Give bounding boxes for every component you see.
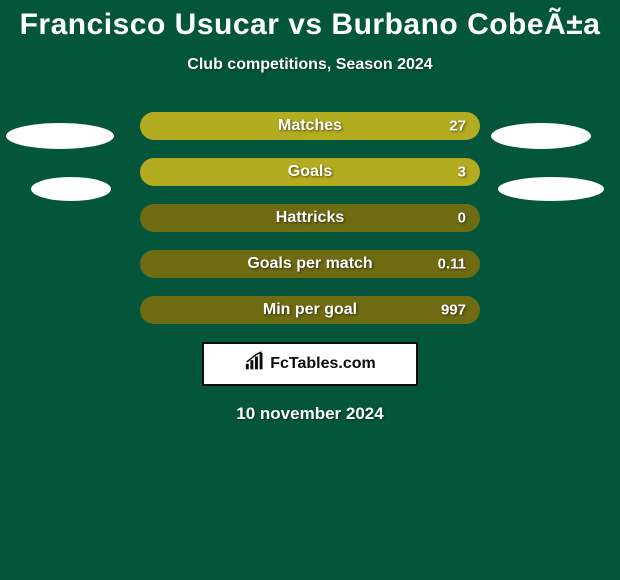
decorative-ellipse <box>498 177 604 201</box>
stat-label: Matches <box>278 117 342 135</box>
decorative-ellipse <box>491 123 591 149</box>
stat-row: Goals 3 <box>140 158 480 186</box>
stat-value-right: 997 <box>441 302 466 319</box>
content-area: Matches 27 Goals 3 Hattricks 0 Goals per match… <box>0 112 620 424</box>
stat-value-right: 0 <box>458 210 466 227</box>
stat-value-right: 3 <box>458 164 466 181</box>
decorative-ellipse <box>6 123 114 149</box>
decorative-ellipse <box>31 177 111 201</box>
stat-label: Goals per match <box>247 255 372 273</box>
stat-label: Hattricks <box>276 209 344 227</box>
comparison-card: Francisco Usucar vs Burbano CobeÃ±a Club… <box>0 0 620 580</box>
stat-row: Goals per match 0.11 <box>140 250 480 278</box>
subtitle: Club competitions, Season 2024 <box>0 56 620 74</box>
stat-row: Min per goal 997 <box>140 296 480 324</box>
brand-box[interactable]: FcTables.com <box>202 342 418 386</box>
stat-label: Min per goal <box>263 301 357 319</box>
stat-label: Goals <box>288 163 332 181</box>
stat-value-right: 0.11 <box>438 256 466 273</box>
stat-row: Hattricks 0 <box>140 204 480 232</box>
stats-list: Matches 27 Goals 3 Hattricks 0 Goals per match… <box>140 112 480 324</box>
bar-chart-icon <box>244 351 266 378</box>
stat-value-right: 27 <box>449 118 466 135</box>
brand-text: FcTables.com <box>270 355 376 373</box>
stat-row: Matches 27 <box>140 112 480 140</box>
page-title: Francisco Usucar vs Burbano CobeÃ±a <box>0 0 620 42</box>
date-label: 10 november 2024 <box>0 404 620 424</box>
